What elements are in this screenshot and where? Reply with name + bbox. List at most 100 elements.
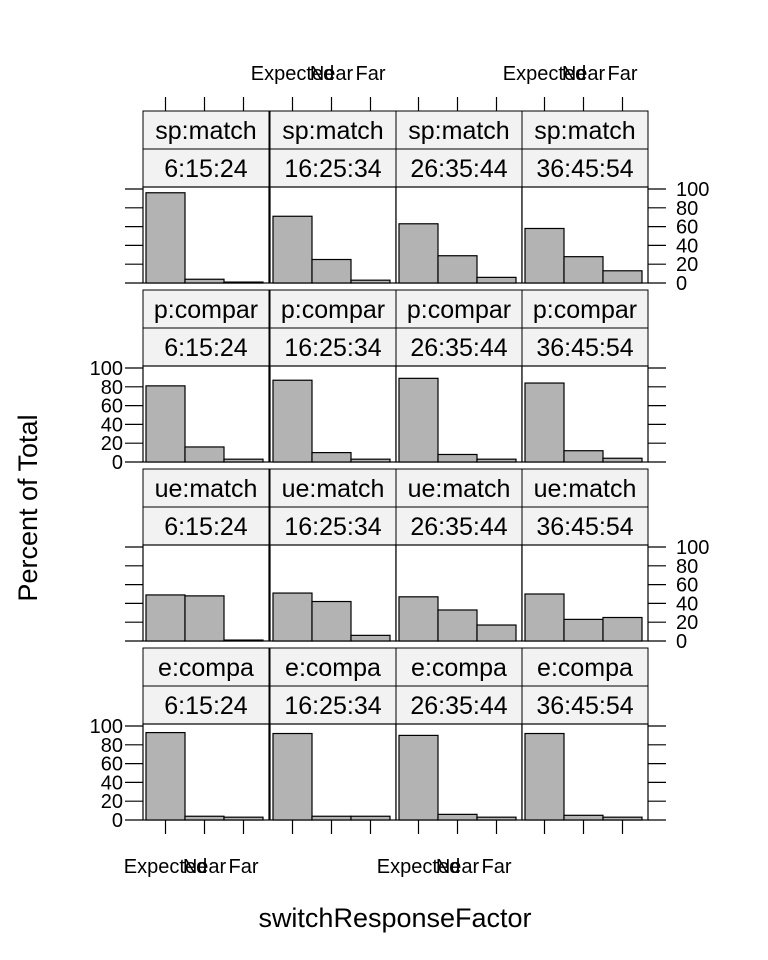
col-strip-label: 16:25:34: [284, 692, 381, 720]
row-strip-bg: [142, 110, 270, 150]
col-strip-label: 26:35:44: [410, 334, 507, 362]
y-tick-label: 60: [101, 396, 123, 418]
strip-labels: sp:match 36:45:54: [534, 117, 635, 183]
y-tick-label: 20: [101, 791, 123, 813]
y-tick-label: 40: [676, 593, 698, 615]
row-strip-bg: [521, 289, 649, 329]
row-strip-bg: [142, 289, 270, 329]
row-strip-bg: [521, 110, 649, 150]
strip-labels: e:compa 26:35:44: [410, 654, 507, 720]
strip-labels: ue:match 36:45:54: [534, 475, 637, 541]
col-strip-label: 26:35:44: [410, 155, 507, 183]
y-tick-label: 20: [676, 254, 698, 276]
panel-r2-c4: p:compar 36:45:54: [521, 289, 649, 463]
col-strip-bg: [521, 685, 649, 725]
row-strip-bg: [269, 289, 397, 329]
bar-far: [476, 458, 517, 463]
bar-expected: [272, 732, 313, 821]
panel-r2-c2: p:compar 16:25:34: [269, 289, 397, 463]
bar-expected: [272, 215, 313, 284]
col-strip-bg: [269, 685, 397, 725]
bar-far: [602, 816, 643, 821]
y-tick-label: 60: [676, 217, 698, 239]
bar-expected: [398, 734, 439, 821]
row-strip-label: sp:match: [155, 117, 256, 145]
col-strip-label: 36:45:54: [536, 513, 633, 541]
bar-far: [476, 624, 517, 642]
bar-far: [350, 815, 391, 821]
panel-r3-c4: ue:match 36:45:54: [521, 468, 649, 642]
bar-near: [437, 255, 478, 284]
x-tick-label-top: Near: [310, 63, 354, 85]
row-strip-label: sp:match: [534, 117, 635, 145]
bar-expected: [524, 382, 565, 463]
col-strip-label: 36:45:54: [536, 334, 633, 362]
row-strip-label: e:compa: [537, 654, 633, 682]
bar-near: [311, 258, 352, 284]
bar-far: [350, 634, 391, 642]
col-strip-label: 16:25:34: [284, 155, 381, 183]
row-strip-label: p:compar: [407, 296, 511, 324]
strip-labels: ue:match 6:15:24: [155, 475, 258, 541]
y-tick-label: 0: [676, 631, 687, 653]
col-strip-label: 26:35:44: [410, 513, 507, 541]
panel-r2-c3: p:compar 26:35:44: [395, 289, 523, 463]
col-strip-bg: [521, 148, 649, 188]
bar-far: [223, 281, 264, 284]
col-strip-bg: [142, 327, 270, 367]
row-strip-bg: [395, 468, 523, 508]
bar-near: [563, 450, 604, 463]
col-strip-label: 26:35:44: [410, 692, 507, 720]
col-strip-label: 6:15:24: [164, 513, 248, 541]
strip-labels: e:compa 16:25:34: [284, 654, 381, 720]
bar-expected: [145, 192, 186, 284]
panel-r3-c1: ue:match 6:15:24: [142, 468, 270, 642]
bar-far: [223, 458, 264, 463]
panel-r1-c1: sp:match 6:15:24: [142, 110, 270, 284]
row-strip-bg: [269, 110, 397, 150]
y-tick-label: 100: [676, 537, 709, 559]
row-strip-label: p:compar: [154, 296, 258, 324]
bar-near: [311, 452, 352, 463]
col-strip-bg: [142, 148, 270, 188]
row-strip-label: e:compa: [285, 654, 381, 682]
y-tick-label: 40: [101, 772, 123, 794]
y-tick-label: 40: [101, 414, 123, 436]
x-tick-label-bottom: Expected: [124, 856, 207, 878]
bar-far: [476, 816, 517, 821]
strip-labels: ue:match 16:25:34: [282, 475, 385, 541]
col-strip-label: 6:15:24: [164, 334, 248, 362]
strip-labels: ue:match 26:35:44: [408, 475, 511, 541]
bar-expected: [524, 732, 565, 821]
strip-labels: p:compar 16:25:34: [281, 296, 385, 362]
col-strip-bg: [269, 148, 397, 188]
bar-far: [602, 457, 643, 463]
bar-far: [223, 816, 264, 821]
panel-r2-c1: p:compar 6:15:24: [142, 289, 270, 463]
col-strip-label: 16:25:34: [284, 513, 381, 541]
col-strip-bg: [521, 327, 649, 367]
col-strip-bg: [521, 506, 649, 546]
bar-near: [184, 278, 225, 284]
col-strip-bg: [395, 685, 523, 725]
row-strip-label: sp:match: [282, 117, 383, 145]
panel-r3-c2: ue:match 16:25:34: [269, 468, 397, 642]
y-tick-label: 20: [676, 612, 698, 634]
col-strip-bg: [269, 506, 397, 546]
y-tick-label: 20: [101, 433, 123, 455]
y-tick-label: 100: [90, 716, 123, 738]
row-strip-label: p:compar: [533, 296, 637, 324]
x-axis-title: switchResponseFactor: [258, 903, 531, 933]
bar-near: [311, 815, 352, 821]
row-strip-label: e:compa: [158, 654, 254, 682]
y-axis-title: Percent of Total: [13, 414, 43, 601]
row-strip-bg: [142, 468, 270, 508]
row-strip-bg: [395, 289, 523, 329]
panel-r3-c3: ue:match 26:35:44: [395, 468, 523, 642]
bar-far: [350, 279, 391, 284]
strip-labels: p:compar 6:15:24: [154, 296, 258, 362]
bar-expected: [398, 596, 439, 642]
bar-far: [223, 639, 264, 642]
row-strip-label: ue:match: [155, 475, 258, 503]
y-tick-label: 0: [676, 273, 687, 295]
